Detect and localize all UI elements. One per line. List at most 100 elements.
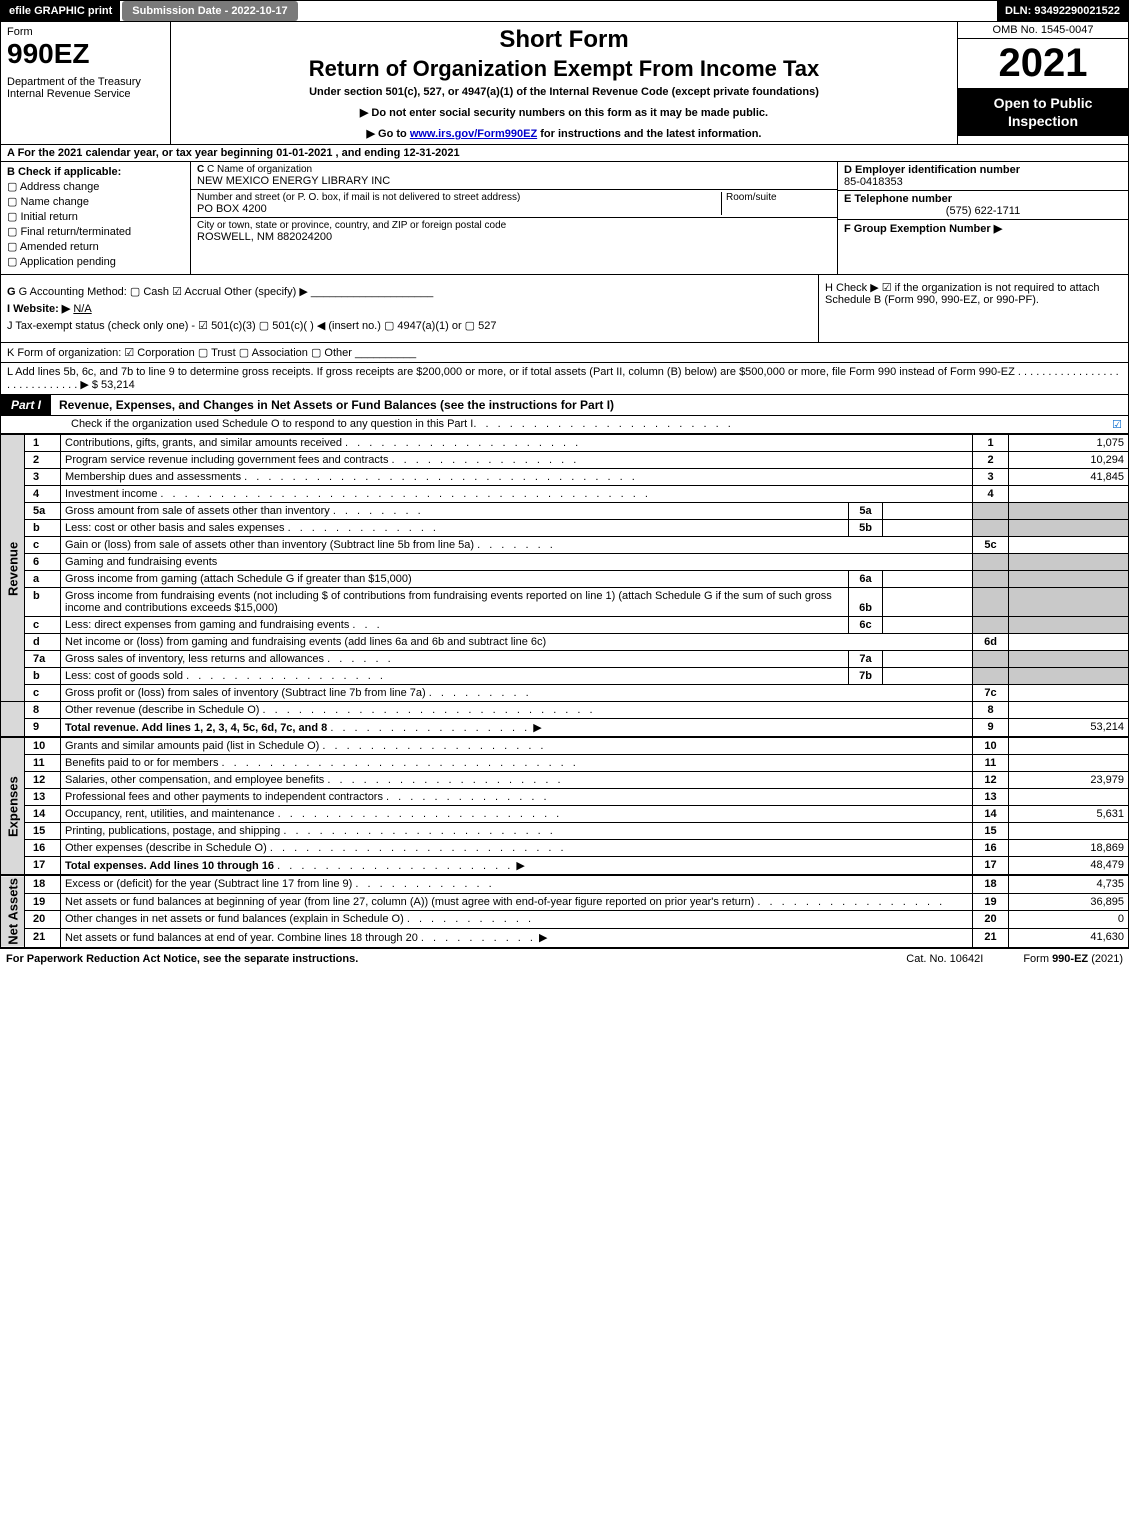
l7a-sv (883, 651, 973, 668)
part-i-title: Revenue, Expenses, and Changes in Net As… (51, 395, 1128, 415)
l6b-num: b (25, 588, 61, 617)
l5b-desc: Less: cost or other basis and sales expe… (61, 520, 849, 537)
ein-label: D Employer identification number (844, 164, 1122, 176)
phone-value: (575) 622-1711 (844, 205, 1122, 217)
l6b-sb: 6b (849, 588, 883, 617)
l6-num: 6 (25, 554, 61, 571)
l7a-box-shade (973, 651, 1009, 668)
catalog-number: Cat. No. 10642I (906, 953, 983, 965)
line-2: 2 Program service revenue including gove… (1, 452, 1129, 469)
accounting-method-text: G Accounting Method: ▢ Cash ☑ Accrual Ot… (19, 286, 434, 298)
l17-amt: 48,479 (1009, 857, 1129, 875)
l9-amt: 53,214 (1009, 719, 1129, 737)
l5a-sb: 5a (849, 503, 883, 520)
header-center: Short Form Return of Organization Exempt… (171, 22, 958, 144)
l7a-amt-shade (1009, 651, 1129, 668)
ein-value: 85-0418353 (844, 176, 1122, 188)
l7b-amt-shade (1009, 668, 1129, 685)
l8-box: 8 (973, 702, 1009, 719)
form-header: Form 990EZ Department of the Treasury In… (0, 22, 1129, 145)
l6-desc: Gaming and fundraising events (61, 554, 973, 571)
l6d-amt (1009, 634, 1129, 651)
l18-box: 18 (973, 876, 1009, 894)
l14-num: 14 (25, 806, 61, 823)
l5b-sv (883, 520, 973, 537)
chk-address-change[interactable]: Address change (7, 180, 184, 193)
l12-desc: Salaries, other compensation, and employ… (61, 772, 973, 789)
l20-desc: Other changes in net assets or fund bala… (61, 911, 973, 929)
l7c-desc: Gross profit or (loss) from sales of inv… (61, 685, 973, 702)
l6c-box-shade (973, 617, 1009, 634)
block-ghi: G G Accounting Method: ▢ Cash ☑ Accrual … (0, 275, 1129, 343)
l19-desc: Net assets or fund balances at beginning… (61, 893, 973, 911)
col-def: D Employer identification number 85-0418… (838, 162, 1128, 274)
l3-desc: Membership dues and assessments . . . . … (61, 469, 973, 486)
l10-num: 10 (25, 738, 61, 755)
dots: . . . . . . . . . . . . . . . . . . . . … (473, 418, 1102, 431)
org-name-value: NEW MEXICO ENERGY LIBRARY INC (197, 175, 831, 187)
form-ref-bold: 990-EZ (1052, 953, 1088, 965)
chk-final-return[interactable]: Final return/terminated (7, 225, 184, 238)
l11-num: 11 (25, 755, 61, 772)
l6a-sv (883, 571, 973, 588)
form-word: Form (7, 26, 164, 38)
phone-label: E Telephone number (844, 193, 1122, 205)
form-ref-pre: Form (1023, 953, 1052, 965)
l5c-box: 5c (973, 537, 1009, 554)
row-a-calendar-year: A For the 2021 calendar year, or tax yea… (0, 145, 1129, 162)
form-ref-post: (2021) (1088, 953, 1123, 965)
l6-amt-shade (1009, 554, 1129, 571)
city-value: ROSWELL, NM 882024200 (197, 231, 831, 243)
top-bar: efile GRAPHIC print Submission Date - 20… (0, 0, 1129, 22)
col-ghi-left: G G Accounting Method: ▢ Cash ☑ Accrual … (1, 275, 818, 342)
line-9: 9 Total revenue. Add lines 1, 2, 3, 4, 5… (1, 719, 1129, 737)
schedule-b-note: H Check ▶ ☑ if the organization is not r… (825, 282, 1100, 306)
l6a-sb: 6a (849, 571, 883, 588)
tax-exempt-status: J Tax-exempt status (check only one) - ☑… (7, 319, 812, 332)
website-line: I Website: ▶ N/A (7, 302, 812, 315)
l6d-num: d (25, 634, 61, 651)
form-title: Return of Organization Exempt From Incom… (179, 56, 949, 82)
line-6b: b Gross income from fundraising events (… (1, 588, 1129, 617)
chk-initial-return[interactable]: Initial return (7, 210, 184, 223)
chk-application-pending[interactable]: Application pending (7, 255, 184, 268)
expenses-table: Expenses 10 Grants and similar amounts p… (0, 737, 1129, 875)
l5b-box-shade (973, 520, 1009, 537)
paperwork-notice: For Paperwork Reduction Act Notice, see … (6, 953, 866, 965)
l17-num: 17 (25, 857, 61, 875)
l12-num: 12 (25, 772, 61, 789)
l8-desc: Other revenue (describe in Schedule O) .… (61, 702, 973, 719)
l19-box: 19 (973, 893, 1009, 911)
l7b-desc: Less: cost of goods sold . . . . . . . .… (61, 668, 849, 685)
l16-num: 16 (25, 840, 61, 857)
l7a-num: 7a (25, 651, 61, 668)
l7a-desc: Gross sales of inventory, less returns a… (61, 651, 849, 668)
part-i-checkbox[interactable]: ☑ (1102, 418, 1122, 431)
l5b-num: b (25, 520, 61, 537)
l7c-amt (1009, 685, 1129, 702)
l3-num: 3 (25, 469, 61, 486)
line-7c: c Gross profit or (loss) from sales of i… (1, 685, 1129, 702)
irs-link[interactable]: www.irs.gov/Form990EZ (410, 128, 537, 140)
l5c-num: c (25, 537, 61, 554)
line-4: 4 Investment income . . . . . . . . . . … (1, 486, 1129, 503)
line-21: 21 Net assets or fund balances at end of… (1, 928, 1129, 947)
line-6: 6 Gaming and fundraising events (1, 554, 1129, 571)
website-label: I Website: ▶ (7, 303, 70, 315)
l5b-sb: 5b (849, 520, 883, 537)
l6a-num: a (25, 571, 61, 588)
dln-label: DLN: 93492290021522 (997, 1, 1128, 21)
chk-name-change[interactable]: Name change (7, 195, 184, 208)
instructions-link-line: ▶ Go to www.irs.gov/Form990EZ for instru… (179, 127, 949, 140)
chk-amended-return[interactable]: Amended return (7, 240, 184, 253)
department-label: Department of the Treasury Internal Reve… (7, 76, 164, 100)
l5c-desc: Gain or (loss) from sale of assets other… (61, 537, 973, 554)
l2-num: 2 (25, 452, 61, 469)
group-exemption-cell: F Group Exemption Number ▶ (838, 220, 1128, 237)
form-subtitle: Under section 501(c), 527, or 4947(a)(1)… (179, 86, 949, 98)
org-name-label: C C Name of organization (197, 164, 831, 175)
efile-label: efile GRAPHIC print (1, 1, 120, 21)
line-17: 17 Total expenses. Add lines 10 through … (1, 857, 1129, 875)
line-14: 14 Occupancy, rent, utilities, and maint… (1, 806, 1129, 823)
accounting-method: G G Accounting Method: ▢ Cash ☑ Accrual … (7, 285, 812, 298)
